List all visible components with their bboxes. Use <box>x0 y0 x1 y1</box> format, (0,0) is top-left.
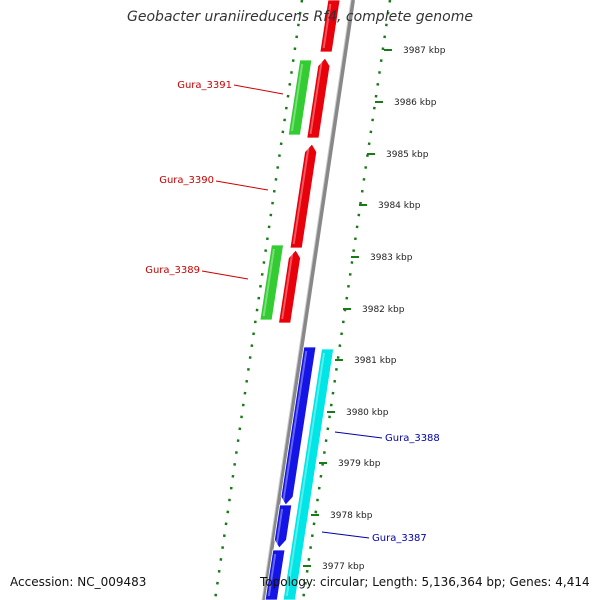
inner-ruler-dots <box>213 0 304 600</box>
genome-backbone <box>262 0 355 600</box>
kbp-tick-label: 3981 kbp <box>354 356 397 366</box>
kbp-tick-label: 3983 kbp <box>370 253 413 263</box>
kbp-ticks: 3987 kbp 3986 kbp 3985 kbp 3984 kbp 3983 kbp… <box>303 46 446 572</box>
reverse-gene-arrow <box>273 504 293 549</box>
kbp-tick-label: 3985 kbp <box>386 150 429 160</box>
accession-text: Accession: NC_009483 <box>10 575 147 589</box>
kbp-tick-label: 3977 kbp <box>322 562 365 572</box>
map-title: Geobacter uraniireducens Rf4, complete g… <box>127 9 473 25</box>
gene-leader-line <box>215 180 269 191</box>
gene-label[interactable]: Gura_3391 <box>177 80 232 91</box>
ruler-dots <box>213 0 392 600</box>
forward-gene-arrow <box>278 249 301 324</box>
gene-label[interactable]: Gura_3390 <box>159 175 214 186</box>
gene-features <box>259 0 341 600</box>
gene-label[interactable]: Gura_3387 <box>372 533 427 544</box>
gene-labels: Gura_3391 Gura_3390 Gura_3389 Gura_3388 Gura… <box>145 80 440 544</box>
kbp-tick-label: 3987 kbp <box>403 46 446 56</box>
reverse-rna-bar <box>282 348 335 600</box>
gene-leader-line <box>233 84 284 95</box>
gene-label[interactable]: Gura_3389 <box>145 265 200 276</box>
gene-leader-line <box>334 431 383 439</box>
gene-leader-line <box>201 270 249 280</box>
forward-rna-bar <box>287 59 313 136</box>
forward-rna-bar <box>259 244 284 321</box>
outer-ruler-dots <box>301 0 392 600</box>
reverse-gene-arrow <box>280 346 317 506</box>
gene-label[interactable]: Gura_3388 <box>385 433 440 444</box>
forward-gene-arrow <box>306 57 331 139</box>
reverse-gene-arrow <box>264 549 286 600</box>
forward-gene-arrow <box>319 0 341 53</box>
kbp-tick-label: 3986 kbp <box>394 98 437 108</box>
kbp-tick-label: 3982 kbp <box>362 305 405 315</box>
forward-gene-arrow <box>289 143 318 249</box>
kbp-tick-label: 3979 kbp <box>338 459 381 469</box>
kbp-tick-label: 3984 kbp <box>378 201 421 211</box>
kbp-tick-label: 3978 kbp <box>330 511 373 521</box>
gene-leader-line <box>321 531 370 539</box>
kbp-tick-label: 3980 kbp <box>346 408 389 418</box>
genome-backbone-highlight <box>261 0 352 600</box>
genome-summary-text: Topology: circular; Length: 5,136,364 bp… <box>260 575 590 589</box>
